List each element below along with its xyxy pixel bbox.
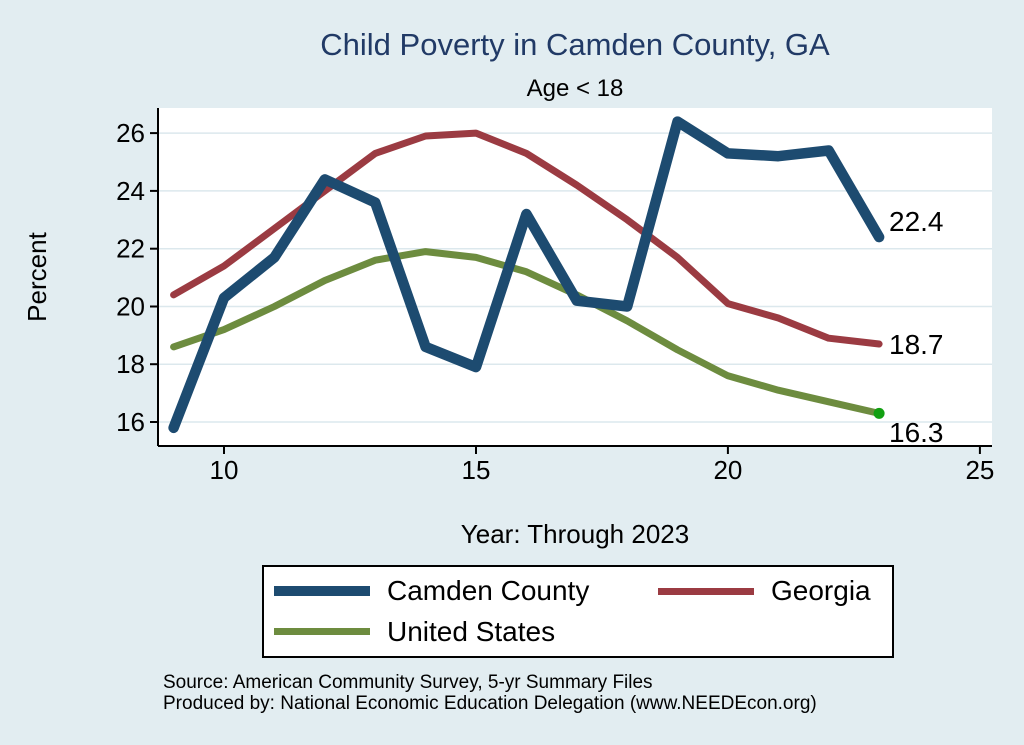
y-tick-label: 20	[116, 292, 145, 322]
x-tick-label: 20	[713, 455, 742, 485]
x-axis-tick-marks	[223, 446, 981, 454]
camden-county-swatch	[274, 586, 370, 597]
united-states-end-label: 16.3	[889, 417, 944, 448]
legend-item-united-states: United States	[264, 616, 648, 648]
camden-county-line	[168, 116, 885, 434]
y-axis-tick-marks	[150, 132, 158, 423]
source-line-1: Source: American Community Survey, 5-yr …	[163, 672, 653, 693]
y-tick-label: 24	[116, 176, 145, 206]
chart-title: Child Poverty in Camden County, GA	[320, 27, 830, 62]
united-states-line	[170, 248, 883, 417]
georgia-swatch	[658, 587, 754, 595]
x-tick-label: 10	[210, 455, 239, 485]
chart-subtitle: Age < 18	[526, 75, 624, 102]
y-axis-label: Percent	[22, 231, 52, 321]
x-axis-title: Year: Through 2023	[460, 519, 690, 549]
x-axis-tick-labels: 10 15 20 25	[210, 455, 995, 485]
y-tick-label: 16	[116, 407, 145, 437]
x-tick-label: 15	[462, 455, 491, 485]
y-tick-label: 18	[116, 349, 145, 379]
x-tick-label: 25	[965, 455, 994, 485]
united-states-end-dot	[873, 407, 885, 419]
source-line-2: Produced by: National Economic Education…	[163, 693, 817, 714]
plot-area	[158, 108, 992, 446]
y-axis-tick-labels: 16 18 20 22 24 26	[116, 118, 145, 437]
georgia-line	[170, 129, 883, 348]
source-note: Source: American Community Survey, 5-yr …	[163, 672, 817, 714]
legend-item-camden-county: Camden County	[264, 575, 648, 607]
legend-item-georgia: Georgia	[648, 575, 892, 607]
united-states-swatch	[274, 628, 370, 636]
camden-county-end-label: 22.4	[889, 206, 944, 237]
y-tick-label: 26	[116, 118, 145, 148]
legend-label-camden-county: Camden County	[387, 575, 590, 607]
legend: Camden County Georgia United States	[262, 565, 894, 658]
legend-label-united-states: United States	[387, 615, 556, 647]
y-tick-label: 22	[116, 234, 145, 264]
georgia-end-label: 18.7	[889, 329, 944, 360]
gridlines	[159, 132, 992, 423]
legend-label-georgia: Georgia	[771, 575, 871, 607]
